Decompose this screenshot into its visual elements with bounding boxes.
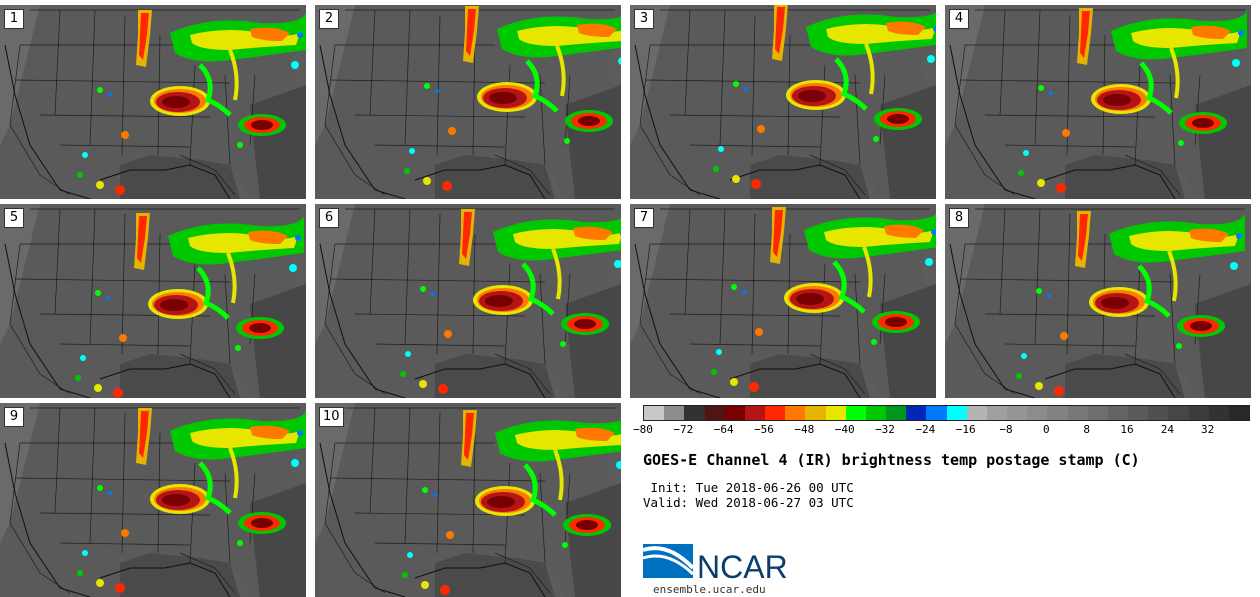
- colorbar-tick-label: −24: [915, 423, 936, 436]
- ir-map-image: [0, 5, 306, 199]
- chart-title: GOES-E Channel 4 (IR) brightness temp po…: [643, 451, 1140, 469]
- ir-map-image: [315, 204, 621, 398]
- colorbar-swatch: [1107, 406, 1129, 420]
- colorbar-tick-label: −80: [633, 423, 653, 436]
- map-panel-2: 2: [315, 5, 621, 199]
- colorbar-tick-label: 16: [1120, 423, 1134, 436]
- colorbar-tick-label: 8: [1083, 423, 1090, 436]
- website-label: ensemble.ucar.edu: [653, 583, 766, 596]
- panel-number: 9: [4, 407, 24, 427]
- ncar-logo: NCAR: [642, 540, 793, 585]
- colorbar-tick-label: −32: [875, 423, 895, 436]
- colorbar-swatch: [785, 406, 806, 420]
- colorbar-swatch: [805, 406, 826, 420]
- colorbar-tick-label: −48: [794, 423, 815, 436]
- map-panel-3: 3: [630, 5, 936, 199]
- ir-map-image: [0, 403, 306, 597]
- init-time: Init: Tue 2018-06-26 00 UTC: [643, 480, 854, 495]
- colorbar-ticks: −80 −72 −64 −56 −48 −40 −32 −24 −16 −8 0 8 16 24 32: [633, 423, 1248, 441]
- colorbar-swatch: [986, 406, 1008, 420]
- colorbar-swatch: [644, 406, 665, 420]
- colorbar-swatch: [765, 406, 786, 420]
- ir-map-image: [945, 5, 1251, 199]
- ir-map-image: [945, 204, 1251, 398]
- colorbar-swatch: [664, 406, 685, 420]
- colorbar-swatch: [1087, 406, 1108, 420]
- panel-number: 7: [634, 208, 654, 228]
- ir-map-image: [0, 204, 306, 398]
- colorbar-swatch: [1208, 406, 1229, 420]
- colorbar-swatch: [1047, 406, 1068, 420]
- colorbar-tick-label: −16: [955, 423, 976, 436]
- ir-map-image: [630, 5, 936, 199]
- colorbar-swatch: [1148, 406, 1169, 420]
- map-panel-10: 10: [315, 403, 621, 597]
- panel-number: 8: [949, 208, 969, 228]
- colorbar-swatch: [845, 406, 866, 420]
- colorbar-swatch: [744, 406, 766, 420]
- colorbar-swatch: [1067, 406, 1088, 420]
- colorbar-swatch: [1188, 406, 1209, 420]
- colorbar: [643, 405, 1250, 421]
- panel-number: 3: [634, 9, 654, 29]
- colorbar-swatch: [946, 406, 967, 420]
- colorbar-swatch: [1128, 406, 1149, 420]
- ir-map-image: [315, 403, 621, 597]
- map-panel-9: 9: [0, 403, 306, 597]
- colorbar-swatch: [1228, 406, 1250, 420]
- colorbar-tick-label: −64: [713, 423, 734, 436]
- map-panel-5: 5: [0, 204, 306, 398]
- ir-map-image: [315, 5, 621, 199]
- colorbar-swatch: [865, 406, 887, 420]
- colorbar-swatch: [684, 406, 705, 420]
- map-panel-1: 1: [0, 5, 306, 199]
- colorbar-tick-label: 32: [1201, 423, 1215, 436]
- colorbar-swatch: [906, 406, 927, 420]
- panel-number: 6: [319, 208, 339, 228]
- logo-text: NCAR: [697, 549, 788, 584]
- panel-number: 4: [949, 9, 969, 29]
- colorbar-tick-label: −72: [673, 423, 694, 436]
- panel-number: 10: [319, 407, 344, 427]
- colorbar-tick-label: 0: [1043, 423, 1050, 436]
- ir-map-image: [630, 204, 936, 398]
- panel-number: 5: [4, 208, 24, 228]
- colorbar-swatch: [966, 406, 987, 420]
- colorbar-tick-label: 24: [1160, 423, 1174, 436]
- colorbar-tick-label: −40: [834, 423, 855, 436]
- colorbar-swatch: [724, 406, 745, 420]
- valid-time: Valid: Wed 2018-06-27 03 UTC: [643, 495, 854, 510]
- colorbar-swatch: [1168, 406, 1189, 420]
- colorbar-swatch: [886, 406, 907, 420]
- colorbar-tick-label: −8: [999, 423, 1013, 436]
- panel-number: 2: [319, 9, 339, 29]
- map-panel-8: 8: [945, 204, 1251, 398]
- colorbar-tick-label: −56: [754, 423, 774, 436]
- map-panel-6: 6: [315, 204, 621, 398]
- colorbar-swatch: [825, 406, 846, 420]
- panel-number: 1: [4, 9, 24, 29]
- colorbar-swatch: [926, 406, 947, 420]
- colorbar-swatch: [1007, 406, 1028, 420]
- colorbar-swatch: [704, 406, 725, 420]
- map-panel-7: 7: [630, 204, 936, 398]
- map-panel-4: 4: [945, 5, 1251, 199]
- colorbar-swatch: [1027, 406, 1048, 420]
